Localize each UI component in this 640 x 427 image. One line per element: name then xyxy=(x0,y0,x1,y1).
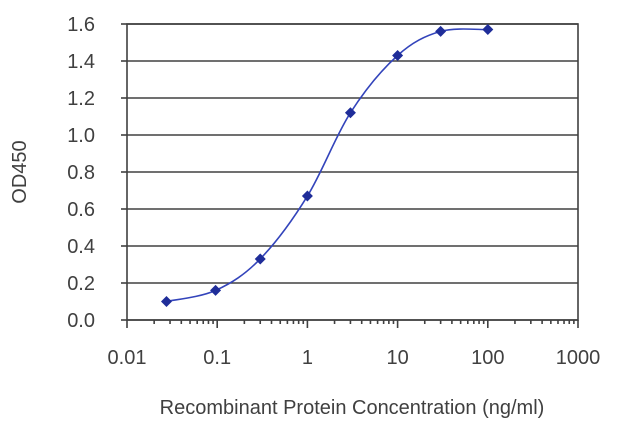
y-tick-label: 0.2 xyxy=(67,273,95,295)
gridlines xyxy=(127,23,578,321)
y-tick-label: 0.4 xyxy=(67,236,95,258)
data-point-marker xyxy=(210,284,222,296)
data-point-marker xyxy=(254,253,266,265)
data-point-marker xyxy=(482,24,494,36)
y-tick-label: 0.8 xyxy=(67,162,95,184)
y-tick-label: 1.2 xyxy=(67,88,95,110)
y-tick-label: 1.6 xyxy=(67,14,95,36)
x-tick-label: 0.1 xyxy=(203,347,231,369)
x-tick-label: 1000 xyxy=(556,347,601,369)
y-tick-label: 1.4 xyxy=(67,51,95,73)
y-tick-label: 1.0 xyxy=(67,125,95,147)
axis-ticks xyxy=(121,23,579,328)
x-tick-label: 10 xyxy=(386,347,408,369)
x-tick-label: 0.01 xyxy=(108,347,147,369)
x-tick-label: 1 xyxy=(302,347,313,369)
data-point-marker xyxy=(392,49,404,61)
data-point-marker xyxy=(160,296,172,307)
data-point-marker xyxy=(435,25,447,37)
data-point-marker xyxy=(301,190,313,202)
y-tick-label: 0.6 xyxy=(67,199,95,221)
x-tick-label: 100 xyxy=(471,347,504,369)
data-point-marker xyxy=(344,107,356,119)
data-points xyxy=(160,24,494,307)
x-axis-title: Recombinant Protein Concentration (ng/ml… xyxy=(160,397,545,419)
y-tick-label: 0.0 xyxy=(67,310,95,332)
fitted-curve xyxy=(166,28,488,303)
y-axis-title: OD450 xyxy=(9,140,31,203)
tick-labels: 0.0 0.2 0.4 0.6 0.8 1.0 1.2 1.4 1.6 0.01 0.1 1 10 100… xyxy=(67,14,600,369)
